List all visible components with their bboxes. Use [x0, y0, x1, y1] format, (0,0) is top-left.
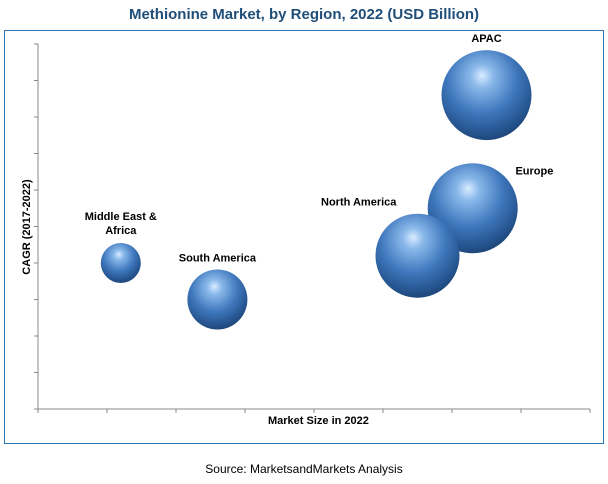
bubble-apac	[441, 50, 532, 141]
source-note: Source: MarketsandMarkets Analysis	[205, 462, 403, 476]
x-axis-label: Market Size in 2022	[268, 415, 369, 427]
axes	[34, 43, 591, 413]
chart-title: Methionine Market, by Region, 2022 (USD …	[128, 6, 480, 23]
bubble-label: Middle East & Africa	[85, 211, 157, 237]
bubble-middle-east-africa	[100, 243, 141, 283]
bubble-label: North America	[321, 197, 397, 209]
bubble-label: APAC	[471, 33, 501, 45]
bubble-south-america	[187, 269, 248, 330]
bubble-label: South America	[179, 253, 257, 265]
bubble-label: Europe	[515, 166, 553, 178]
y-axis-label: CAGR (2017-2022)	[21, 179, 33, 275]
bubble-north-america	[375, 213, 460, 298]
chart-frame	[4, 30, 604, 444]
